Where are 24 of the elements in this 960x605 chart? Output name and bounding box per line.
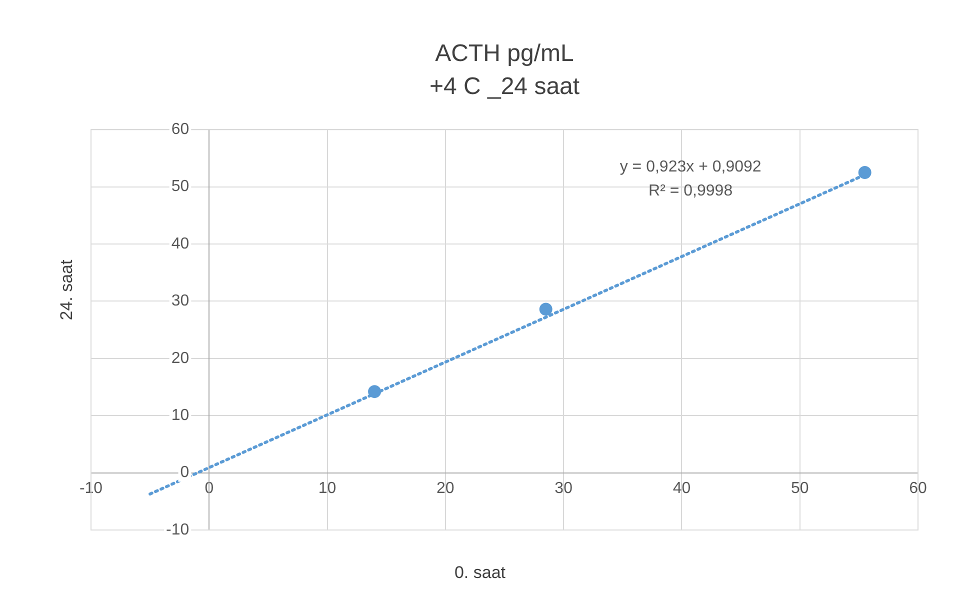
y-tick-label: 10 bbox=[171, 407, 190, 424]
point bbox=[539, 302, 552, 316]
y-tick-label: 50 bbox=[171, 178, 190, 196]
annotation: y = 0,923x + 0,9092 bbox=[620, 158, 762, 176]
x-tick-label: 20 bbox=[436, 480, 454, 497]
x-tick-label: 60 bbox=[909, 480, 927, 497]
y-tick-label: 60 bbox=[171, 121, 190, 138]
y-tick-label: 30 bbox=[171, 292, 190, 310]
y-tick-label: 40 bbox=[171, 235, 190, 252]
x-tick-label: 10 bbox=[318, 480, 336, 497]
x-tick-label: 50 bbox=[790, 480, 809, 497]
x-axis-title: 0. saat bbox=[453, 563, 507, 583]
y-axis-title: 24. saat bbox=[57, 260, 77, 320]
y-tick-label: -10 bbox=[166, 521, 190, 538]
point bbox=[368, 385, 382, 398]
point bbox=[858, 166, 872, 179]
y-tick-label: 0 bbox=[180, 464, 190, 482]
y-tick-label: 20 bbox=[171, 350, 190, 367]
x-tick-label: 30 bbox=[554, 480, 573, 497]
annotation: R² = 0,9998 bbox=[648, 182, 733, 200]
chart-title: ACTH pg/mL bbox=[435, 40, 574, 68]
x-tick-label: -10 bbox=[79, 480, 103, 497]
x-tick-label: 40 bbox=[672, 480, 691, 497]
chart-subtitle: +4 C _24 saat bbox=[429, 72, 580, 100]
